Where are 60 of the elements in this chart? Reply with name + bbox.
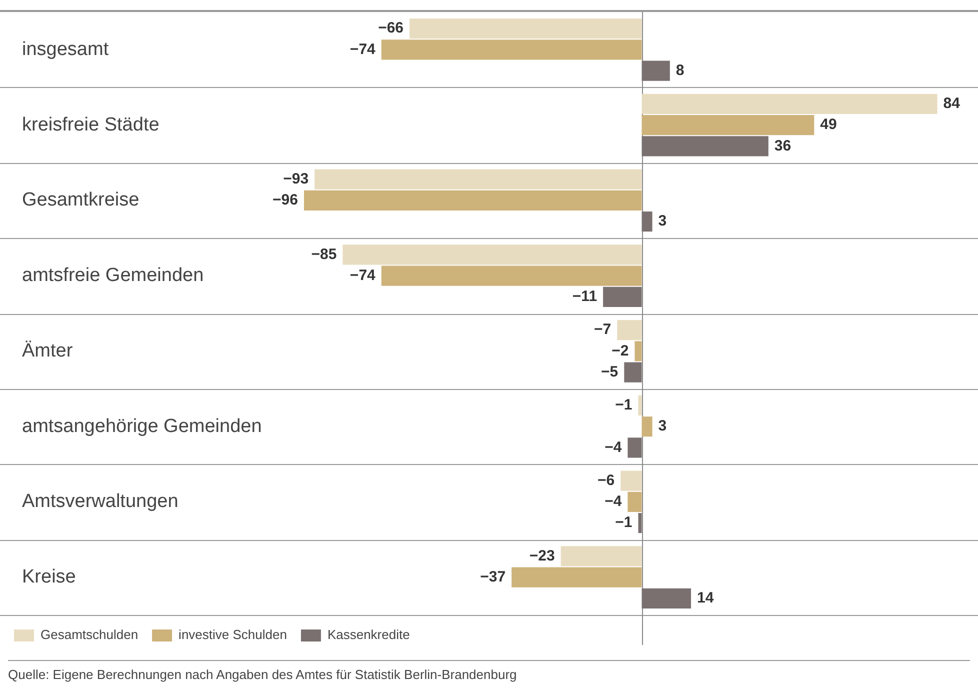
y-tick-label: Kreise (22, 566, 76, 588)
data-label: −6 (598, 472, 615, 489)
data-label: −37 (480, 568, 506, 586)
data-label: −4 (604, 438, 622, 456)
data-label: −96 (272, 192, 298, 209)
y-tick-label: amtsfreie Gemeinden (22, 265, 204, 286)
data-label: −2 (612, 342, 629, 360)
bar (628, 438, 642, 458)
bar (314, 169, 642, 190)
bar (560, 546, 642, 566)
data-label: −85 (311, 246, 337, 263)
bar (512, 567, 642, 588)
bar (304, 190, 642, 210)
legend-label: Kassenkredite (327, 627, 410, 642)
legend-label: investive Schulden (178, 627, 287, 642)
data-label: −74 (350, 40, 376, 58)
y-tick-label: Ämter (22, 340, 74, 362)
y-tick-label: insgesamt (22, 38, 110, 60)
data-label: 49 (820, 116, 837, 134)
data-label: −11 (572, 288, 598, 306)
bar (620, 470, 642, 491)
data-label: −7 (594, 321, 612, 338)
y-tick-label: amtsangehörige Gemeinden (22, 416, 262, 437)
y-tick-label: kreisfreie Städte (22, 114, 160, 136)
bar (628, 492, 642, 512)
data-label: −1 (615, 514, 632, 532)
bar (642, 212, 652, 232)
bar (642, 136, 768, 156)
bar (642, 588, 692, 608)
data-label: −93 (283, 170, 309, 188)
bar (617, 320, 642, 340)
data-label: 8 (676, 62, 684, 79)
data-label: −5 (601, 363, 618, 380)
bar (342, 244, 642, 265)
data-label: 36 (774, 137, 792, 154)
bar (410, 18, 642, 39)
y-tick-label: Gesamtkreise (22, 190, 140, 211)
data-label: −1 (615, 396, 632, 414)
legend-label: Gesamtschulden (40, 627, 138, 642)
bar (638, 395, 642, 416)
bar (642, 416, 652, 437)
bar (642, 60, 670, 81)
data-label: 3 (658, 212, 667, 230)
source-note: Quelle: Eigene Berechnungen nach Angaben des Amtes für Statistik Berlin-Brandenburg (8, 667, 518, 682)
bar (634, 341, 642, 362)
data-label: 84 (943, 95, 961, 112)
data-label: 3 (658, 418, 667, 435)
data-label: −23 (529, 547, 555, 564)
bar (381, 266, 642, 286)
bar (624, 362, 642, 382)
data-label: −74 (350, 266, 376, 284)
data-label: 14 (697, 590, 714, 607)
y-tick-label: Amtsverwaltungen (22, 491, 178, 512)
bar (638, 513, 642, 534)
bar (642, 94, 938, 114)
bar (381, 40, 642, 60)
data-label: −66 (378, 20, 404, 37)
bar (642, 115, 814, 136)
bar (603, 286, 642, 307)
data-label: −4 (604, 493, 622, 510)
